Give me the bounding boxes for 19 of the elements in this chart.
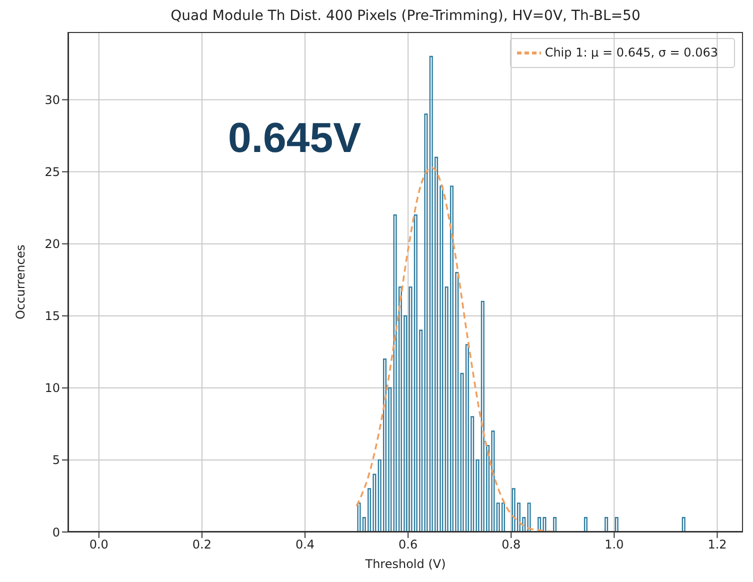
x-tick-label: 0.0	[89, 538, 108, 552]
x-tick-label: 1.2	[708, 538, 727, 552]
annotation: 0.645V	[228, 114, 362, 162]
y-tick-label: 20	[44, 237, 60, 252]
x-tick-label: 1.0	[604, 538, 624, 552]
y-tick-label: 5	[52, 453, 60, 468]
x-tick-label: 0.8	[502, 538, 521, 552]
x-tick-label: 0.2	[192, 538, 212, 552]
x-axis-title: Threshold (V)	[364, 557, 446, 571]
x-tick-label: 0.6	[398, 538, 418, 552]
y-tick-label: 0	[52, 525, 60, 540]
y-tick-label: 30	[44, 92, 60, 107]
y-tick-label: 15	[44, 309, 60, 324]
legend-label: Chip 1: μ = 0.645, σ = 0.063	[544, 45, 718, 60]
x-tick-label: 0.4	[295, 538, 315, 552]
y-tick-label: 10	[44, 381, 60, 396]
y-axis-title: Occurrences	[13, 244, 28, 320]
chart-title: Quad Module Th Dist. 400 Pixels (Pre-Trimming), HV=0V, Th-BL=50	[170, 8, 642, 24]
y-tick-label: 25	[44, 165, 60, 180]
